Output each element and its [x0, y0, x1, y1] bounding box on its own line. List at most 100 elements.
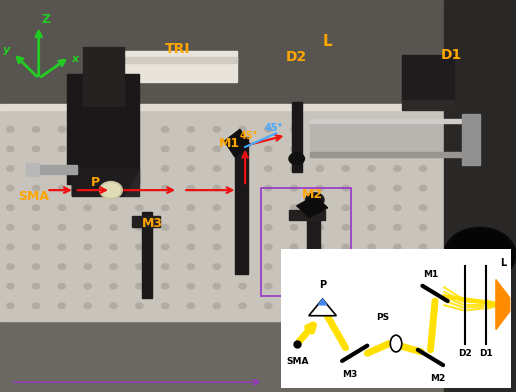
Polygon shape [309, 299, 336, 316]
Circle shape [291, 127, 298, 132]
Circle shape [420, 205, 427, 211]
Circle shape [100, 181, 122, 199]
Circle shape [420, 303, 427, 309]
Circle shape [187, 303, 195, 309]
Bar [0, 106, 454, 321]
Circle shape [265, 225, 272, 230]
Circle shape [316, 166, 324, 171]
Circle shape [84, 303, 91, 309]
Circle shape [239, 185, 246, 191]
Circle shape [316, 146, 324, 152]
Circle shape [420, 185, 427, 191]
Circle shape [84, 264, 91, 269]
Circle shape [291, 185, 298, 191]
Bar [124, 51, 237, 82]
Bar [310, 152, 464, 157]
Circle shape [187, 166, 195, 171]
Circle shape [291, 244, 298, 250]
Circle shape [265, 205, 272, 211]
Circle shape [265, 127, 272, 132]
Text: y: y [3, 45, 10, 55]
Circle shape [394, 303, 401, 309]
Bar [402, 100, 454, 110]
Circle shape [289, 153, 304, 165]
Circle shape [316, 205, 324, 211]
Circle shape [420, 127, 427, 132]
Circle shape [291, 225, 298, 230]
Circle shape [136, 283, 143, 289]
Circle shape [444, 227, 516, 282]
Circle shape [420, 283, 427, 289]
Circle shape [316, 185, 324, 191]
Circle shape [342, 303, 349, 309]
Circle shape [33, 205, 40, 211]
Circle shape [420, 146, 427, 152]
Ellipse shape [390, 335, 402, 352]
Circle shape [368, 146, 375, 152]
Bar [26, 163, 39, 176]
Text: L: L [499, 258, 506, 268]
Circle shape [58, 264, 66, 269]
Circle shape [84, 244, 91, 250]
Circle shape [368, 225, 375, 230]
Circle shape [110, 244, 117, 250]
Circle shape [187, 146, 195, 152]
Circle shape [162, 244, 169, 250]
Circle shape [239, 225, 246, 230]
Bar [142, 212, 152, 298]
Circle shape [162, 205, 169, 211]
Circle shape [239, 127, 246, 132]
Bar [132, 216, 160, 227]
Circle shape [110, 283, 117, 289]
Circle shape [213, 127, 220, 132]
Circle shape [136, 205, 143, 211]
Circle shape [213, 283, 220, 289]
Circle shape [265, 303, 272, 309]
Circle shape [305, 193, 324, 207]
Circle shape [316, 264, 324, 269]
Circle shape [239, 244, 246, 250]
Circle shape [213, 244, 220, 250]
Bar [310, 120, 464, 157]
Circle shape [58, 303, 66, 309]
Text: L: L [323, 34, 332, 49]
Circle shape [420, 264, 427, 269]
Circle shape [394, 185, 401, 191]
Circle shape [368, 244, 375, 250]
Circle shape [33, 127, 40, 132]
Circle shape [342, 225, 349, 230]
Circle shape [136, 225, 143, 230]
Bar [83, 47, 124, 106]
Circle shape [239, 303, 246, 309]
Circle shape [110, 205, 117, 211]
Circle shape [58, 205, 66, 211]
Circle shape [84, 225, 91, 230]
Circle shape [394, 205, 401, 211]
Text: D2: D2 [458, 349, 472, 358]
Circle shape [187, 283, 195, 289]
Circle shape [187, 185, 195, 191]
Circle shape [187, 205, 195, 211]
Circle shape [291, 303, 298, 309]
Circle shape [7, 244, 14, 250]
Circle shape [7, 146, 14, 152]
Bar [444, 0, 516, 392]
Circle shape [368, 264, 375, 269]
Bar [0, 0, 516, 106]
Circle shape [342, 205, 349, 211]
Circle shape [7, 166, 14, 171]
Circle shape [58, 185, 66, 191]
Bar [292, 102, 302, 172]
Circle shape [342, 166, 349, 171]
Circle shape [7, 127, 14, 132]
Text: M2: M2 [430, 374, 445, 383]
Circle shape [291, 205, 298, 211]
Circle shape [316, 225, 324, 230]
Circle shape [394, 146, 401, 152]
Text: SMA: SMA [286, 358, 309, 367]
Circle shape [162, 225, 169, 230]
Text: TRI: TRI [165, 42, 191, 56]
Circle shape [7, 303, 14, 309]
Bar [310, 119, 464, 123]
Circle shape [368, 166, 375, 171]
